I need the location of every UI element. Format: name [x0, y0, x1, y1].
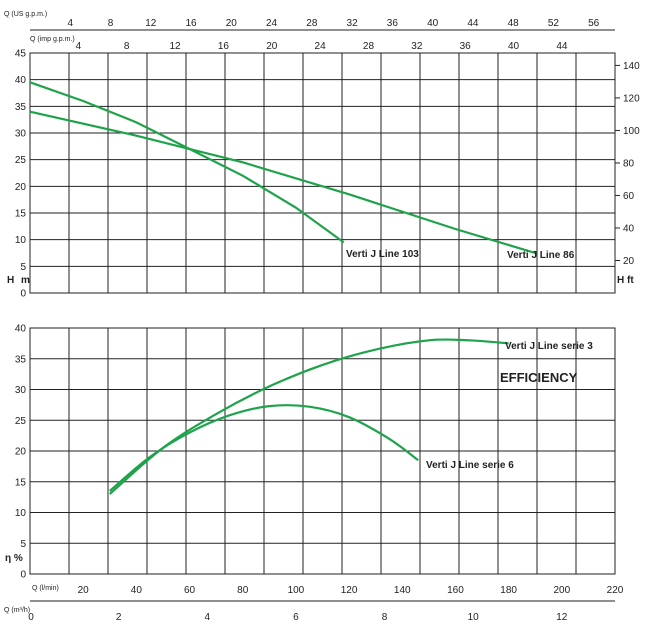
lmin-tick-label: 140 — [394, 585, 411, 596]
imp-gpm-tick-label: 44 — [556, 41, 568, 52]
efficiency-tick-label: 35 — [15, 354, 27, 365]
efficiency-curve-2 — [109, 404, 419, 492]
head-plot-frame — [29, 52, 616, 294]
head-left-tick-label: 5 — [20, 262, 26, 273]
efficiency-tick-label: 10 — [15, 508, 27, 519]
head-left-tick-label: 40 — [15, 75, 27, 86]
us-gpm-tick-label: 20 — [226, 18, 238, 29]
m3h-tick-label: 4 — [204, 612, 210, 623]
head-left-axis-label-top: H — [7, 275, 14, 286]
efficiency-tick-label: 20 — [15, 447, 27, 458]
head-right-tick-label: 60 — [623, 191, 635, 202]
efficiency-series-label-6: Verti J Line serie 6 — [426, 460, 514, 471]
head-series-label-103: Verti J Line 103 — [346, 249, 419, 260]
lmin-tick-label: 200 — [553, 585, 570, 596]
head-left-tick-label: 20 — [15, 182, 27, 193]
imp-gpm-tick-label: 4 — [76, 41, 82, 52]
imp-gpm-tick-label: 12 — [169, 41, 181, 52]
us-gpm-axis-label: Q (US g.p.m.) — [4, 11, 47, 18]
lmin-axis-label: Q (l/min) — [32, 585, 59, 592]
m3h-tick-label: 10 — [468, 612, 480, 623]
efficiency-title: EFFICIENCY — [500, 370, 578, 385]
us-gpm-tick-label: 8 — [108, 18, 114, 29]
lmin-tick-label: 180 — [500, 585, 517, 596]
head-left-tick-label: 10 — [15, 235, 27, 246]
us-gpm-tick-label: 4 — [67, 18, 73, 29]
efficiency-tick-label: 30 — [15, 385, 27, 396]
lmin-tick-label: 20 — [78, 585, 90, 596]
lmin-tick-label: 100 — [288, 585, 305, 596]
m3h-tick-label: 0 — [28, 612, 34, 623]
us-gpm-tick-label: 16 — [185, 18, 197, 29]
us-gpm-tick-label: 36 — [387, 18, 399, 29]
head-curve-2 — [29, 110, 536, 255]
head-series-label-86: Verti J Line 86 — [507, 250, 575, 261]
imp-gpm-tick-label: 16 — [218, 41, 230, 52]
head-right-tick-label: 120 — [623, 93, 640, 104]
head-left-tick-label: 0 — [20, 289, 26, 300]
m3h-axis-label: Q (m³/h) — [4, 607, 30, 614]
efficiency-series-label-3: Verti J Line serie 3 — [505, 341, 593, 352]
efficiency-tick-label: 5 — [20, 539, 26, 550]
head-left-tick-label: 45 — [15, 49, 27, 60]
lmin-tick-label: 40 — [131, 585, 143, 596]
efficiency-tick-label: 25 — [15, 416, 27, 427]
m3h-tick-label: 8 — [382, 612, 388, 623]
efficiency-tick-label: 15 — [15, 477, 27, 488]
lmin-tick-label: 220 — [607, 585, 624, 596]
us-gpm-tick-label: 28 — [306, 18, 318, 29]
m3h-tick-label: 6 — [293, 612, 299, 623]
head-right-tick-label: 140 — [623, 61, 640, 72]
head-right-tick-label: 80 — [623, 158, 635, 169]
imp-gpm-tick-label: 36 — [460, 41, 472, 52]
us-gpm-tick-label: 32 — [347, 18, 359, 29]
head-left-axis-label-bottom: m — [21, 275, 30, 286]
lmin-tick-label: 120 — [341, 585, 358, 596]
us-gpm-tick-label: 40 — [427, 18, 439, 29]
us-gpm-tick-label: 44 — [467, 18, 479, 29]
efficiency-tick-label: 40 — [15, 324, 27, 335]
imp-gpm-tick-label: 28 — [363, 41, 375, 52]
lmin-tick-label: 80 — [237, 585, 249, 596]
lmin-tick-label: 60 — [184, 585, 196, 596]
imp-gpm-tick-label: 8 — [124, 41, 130, 52]
imp-gpm-tick-label: 40 — [508, 41, 520, 52]
m3h-tick-label: 2 — [116, 612, 122, 623]
head-right-tick-label: 40 — [623, 223, 635, 234]
imp-gpm-tick-label: 20 — [266, 41, 278, 52]
lmin-tick-label: 160 — [447, 585, 464, 596]
head-left-tick-label: 30 — [15, 129, 27, 140]
head-right-tick-label: 100 — [623, 126, 640, 137]
head-right-tick-label: 20 — [623, 256, 635, 267]
head-left-tick-label: 25 — [15, 155, 27, 166]
head-right-axis-label-bottom: ft — [627, 275, 634, 286]
us-gpm-tick-label: 24 — [266, 18, 278, 29]
m3h-tick-label: 12 — [556, 612, 568, 623]
us-gpm-tick-label: 56 — [588, 18, 600, 29]
us-gpm-tick-label: 48 — [508, 18, 520, 29]
head-left-tick-label: 15 — [15, 209, 27, 220]
head-left-tick-label: 35 — [15, 102, 27, 113]
imp-gpm-tick-label: 24 — [315, 41, 327, 52]
efficiency-axis-label: η % — [5, 553, 23, 564]
efficiency-tick-label: 0 — [20, 570, 26, 581]
imp-gpm-tick-label: 32 — [411, 41, 423, 52]
head-right-axis-label-top: H — [617, 275, 624, 286]
imp-gpm-axis-label: Q (imp g.p.m.) — [30, 36, 75, 43]
us-gpm-tick-label: 12 — [145, 18, 157, 29]
us-gpm-tick-label: 52 — [548, 18, 560, 29]
